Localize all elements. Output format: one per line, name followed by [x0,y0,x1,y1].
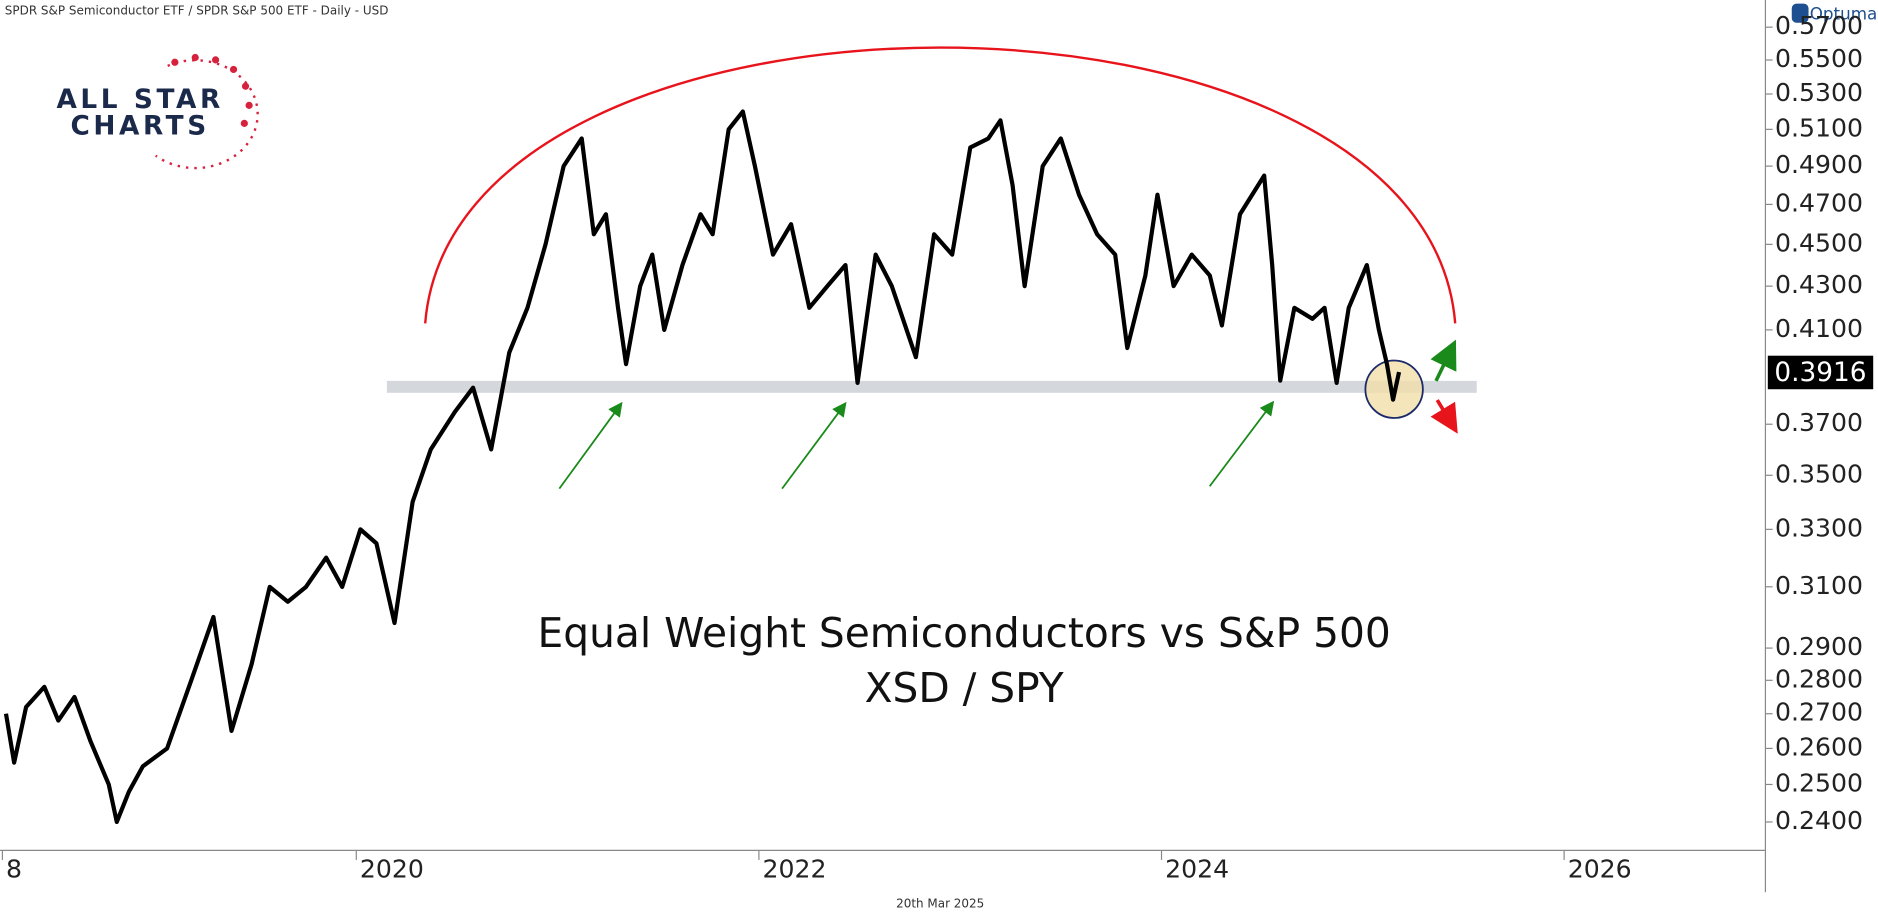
y-tick-label: 0.2700 [1775,698,1863,727]
logo-line2: CHARTS [70,111,209,141]
y-tick-label: 0.2600 [1775,732,1863,761]
support-band [386,380,1477,393]
y-tick-label: 0.5700 [1775,11,1863,40]
brand-icon [1791,3,1809,23]
chart-title: Equal Weight Semiconductors vs S&P 500 [538,609,1391,657]
brand: Optuma [1810,3,1878,23]
x-tick-label: 8 [6,855,22,884]
y-tick-label: 0.3100 [1775,571,1863,600]
logo: ALL STAR CHARTS [56,53,259,170]
footer: 20th Mar 2025 [896,897,984,911]
y-tick-label: 0.5100 [1775,113,1863,142]
y-tick-label: 0.3700 [1775,408,1863,437]
y-tick-label: 0.4900 [1775,150,1863,179]
price-line [3,109,1402,825]
x-tick-label: 2026 [1568,855,1632,884]
logo-line1: ALL STAR [56,85,223,115]
y-tick-label: 0.4700 [1775,188,1863,217]
arrow-down [1430,399,1458,434]
arc [423,46,1457,324]
x-tick-label: 2020 [360,855,424,884]
arrow-up [1430,339,1457,382]
last-label-box [1767,355,1874,390]
chart-subtitle: XSD / SPY [865,664,1064,712]
x-tick-label: 2024 [1165,855,1229,884]
x-tick-label: 2022 [763,855,827,884]
arrow [781,401,847,490]
y-tick-label: 0.2800 [1775,664,1863,693]
y-tick-label: 0.5300 [1775,78,1863,107]
y-tick-label: 0.2900 [1775,632,1863,661]
y-tick-label: 0.2400 [1775,806,1863,835]
y-tick-label: 0.5500 [1775,44,1863,73]
y-tick-label: 0.4500 [1775,228,1863,257]
y-tick-label: 0.3300 [1775,513,1863,542]
last-label: 0.3916 [1774,358,1866,388]
arrow [1208,400,1275,487]
arrow [558,401,623,490]
y-tick-label: 0.2500 [1775,768,1863,797]
header: SPDR S&P Semiconductor ETF / SPDR S&P 50… [5,3,389,17]
y-tick-label: 0.3500 [1775,459,1863,488]
y-tick-label: 0.4100 [1775,314,1863,343]
y-tick-label: 0.4300 [1775,270,1863,299]
